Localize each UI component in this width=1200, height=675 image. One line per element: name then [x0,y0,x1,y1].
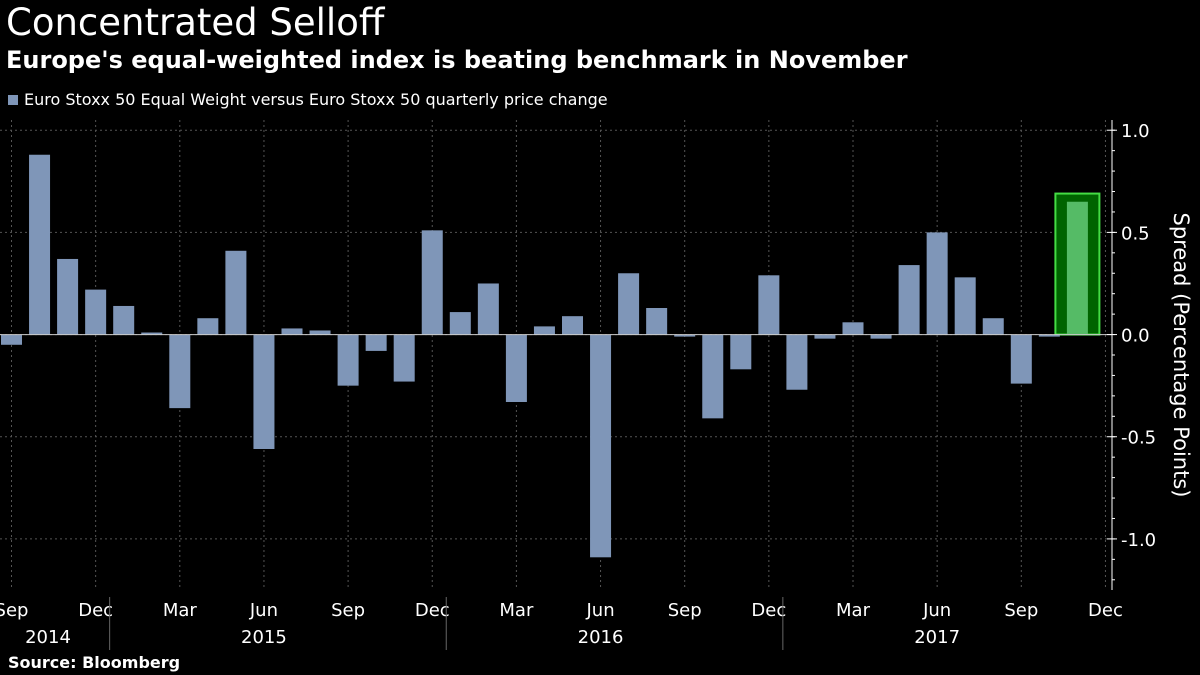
chart-subtitle: Europe's equal-weighted index is beating… [6,46,908,74]
bar [590,334,612,558]
chart-legend: Euro Stoxx 50 Equal Weight versus Euro S… [8,90,608,110]
bar [281,328,303,335]
y-tick-label: -1.0 [1121,530,1156,551]
bar [786,334,808,390]
bar [898,265,920,335]
bar [197,318,219,335]
bar [646,308,668,335]
x-tick-label: Jun [585,600,614,621]
x-year-label: 2014 [25,627,71,648]
x-tick-label: Sep [1004,600,1038,621]
x-tick-label: Dec [78,600,113,621]
bar [926,232,948,335]
bar [85,289,107,335]
x-tick-label: Dec [415,600,450,621]
bar [253,334,275,449]
x-tick-label: Dec [1088,600,1123,621]
bar [1038,334,1060,337]
y-tick-label: 0.5 [1121,223,1150,244]
x-tick-label: Mar [499,600,534,621]
bar [814,334,836,339]
x-tick-label: Sep [331,600,365,621]
x-tick-label: Sep [0,600,28,621]
bar [702,334,724,419]
bar [477,283,499,335]
legend-swatch [8,95,18,105]
bar [141,332,163,335]
bar [113,305,135,335]
source-note: Source: Bloomberg [8,653,181,672]
x-tick-label: Sep [668,600,702,621]
bar [982,318,1004,335]
x-year-label: 2016 [578,627,624,648]
bar [449,312,471,335]
bar [421,230,443,335]
bar [870,334,892,339]
bar [337,334,359,386]
y-tick-label: -0.5 [1121,428,1156,449]
x-tick-label: Jun [922,600,951,621]
bar [618,273,640,335]
y-tick-label: 0.0 [1121,326,1150,347]
bar [1010,334,1032,384]
bar [674,334,696,337]
bar [57,258,79,335]
x-tick-label: Dec [751,600,786,621]
bar [842,322,864,335]
chart-title: Concentrated Selloff [6,1,385,44]
y-axis-title: Spread (Percentage Points) [1169,213,1193,498]
legend-label: Euro Stoxx 50 Equal Weight versus Euro S… [24,90,608,109]
x-tick-label: Mar [163,600,198,621]
bar [562,316,583,335]
bar [309,330,331,335]
bar [29,154,51,335]
bar [533,326,555,335]
bar [169,334,191,409]
bar [393,334,415,382]
bar [225,250,247,335]
bar [365,334,387,351]
x-year-label: 2017 [914,627,960,648]
bar [1,334,22,345]
bar [758,275,780,335]
bar [730,334,752,370]
y-tick-label: 1.0 [1121,121,1150,142]
x-tick-label: Mar [836,600,871,621]
x-tick-label: Jun [249,600,278,621]
bar [505,334,527,402]
bar [954,277,976,335]
x-year-label: 2015 [241,627,287,648]
highlighted-bar [1066,201,1088,335]
